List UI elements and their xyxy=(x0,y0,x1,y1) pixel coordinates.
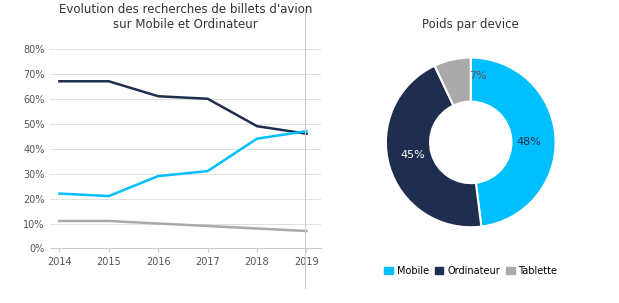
Wedge shape xyxy=(470,58,556,227)
Wedge shape xyxy=(435,58,470,105)
Legend: Mobile, Ordinateur, Tablette: Mobile, Ordinateur, Tablette xyxy=(84,300,287,303)
Wedge shape xyxy=(386,66,482,227)
Text: 48%: 48% xyxy=(516,137,541,148)
Title: Evolution des recherches de billets d'avion
sur Mobile et Ordinateur: Evolution des recherches de billets d'av… xyxy=(59,3,312,31)
Text: 45%: 45% xyxy=(400,150,425,160)
Legend: Mobile, Ordinateur, Tablette: Mobile, Ordinateur, Tablette xyxy=(380,262,561,280)
Title: Poids par device: Poids par device xyxy=(422,18,519,31)
Text: 7%: 7% xyxy=(469,71,487,81)
